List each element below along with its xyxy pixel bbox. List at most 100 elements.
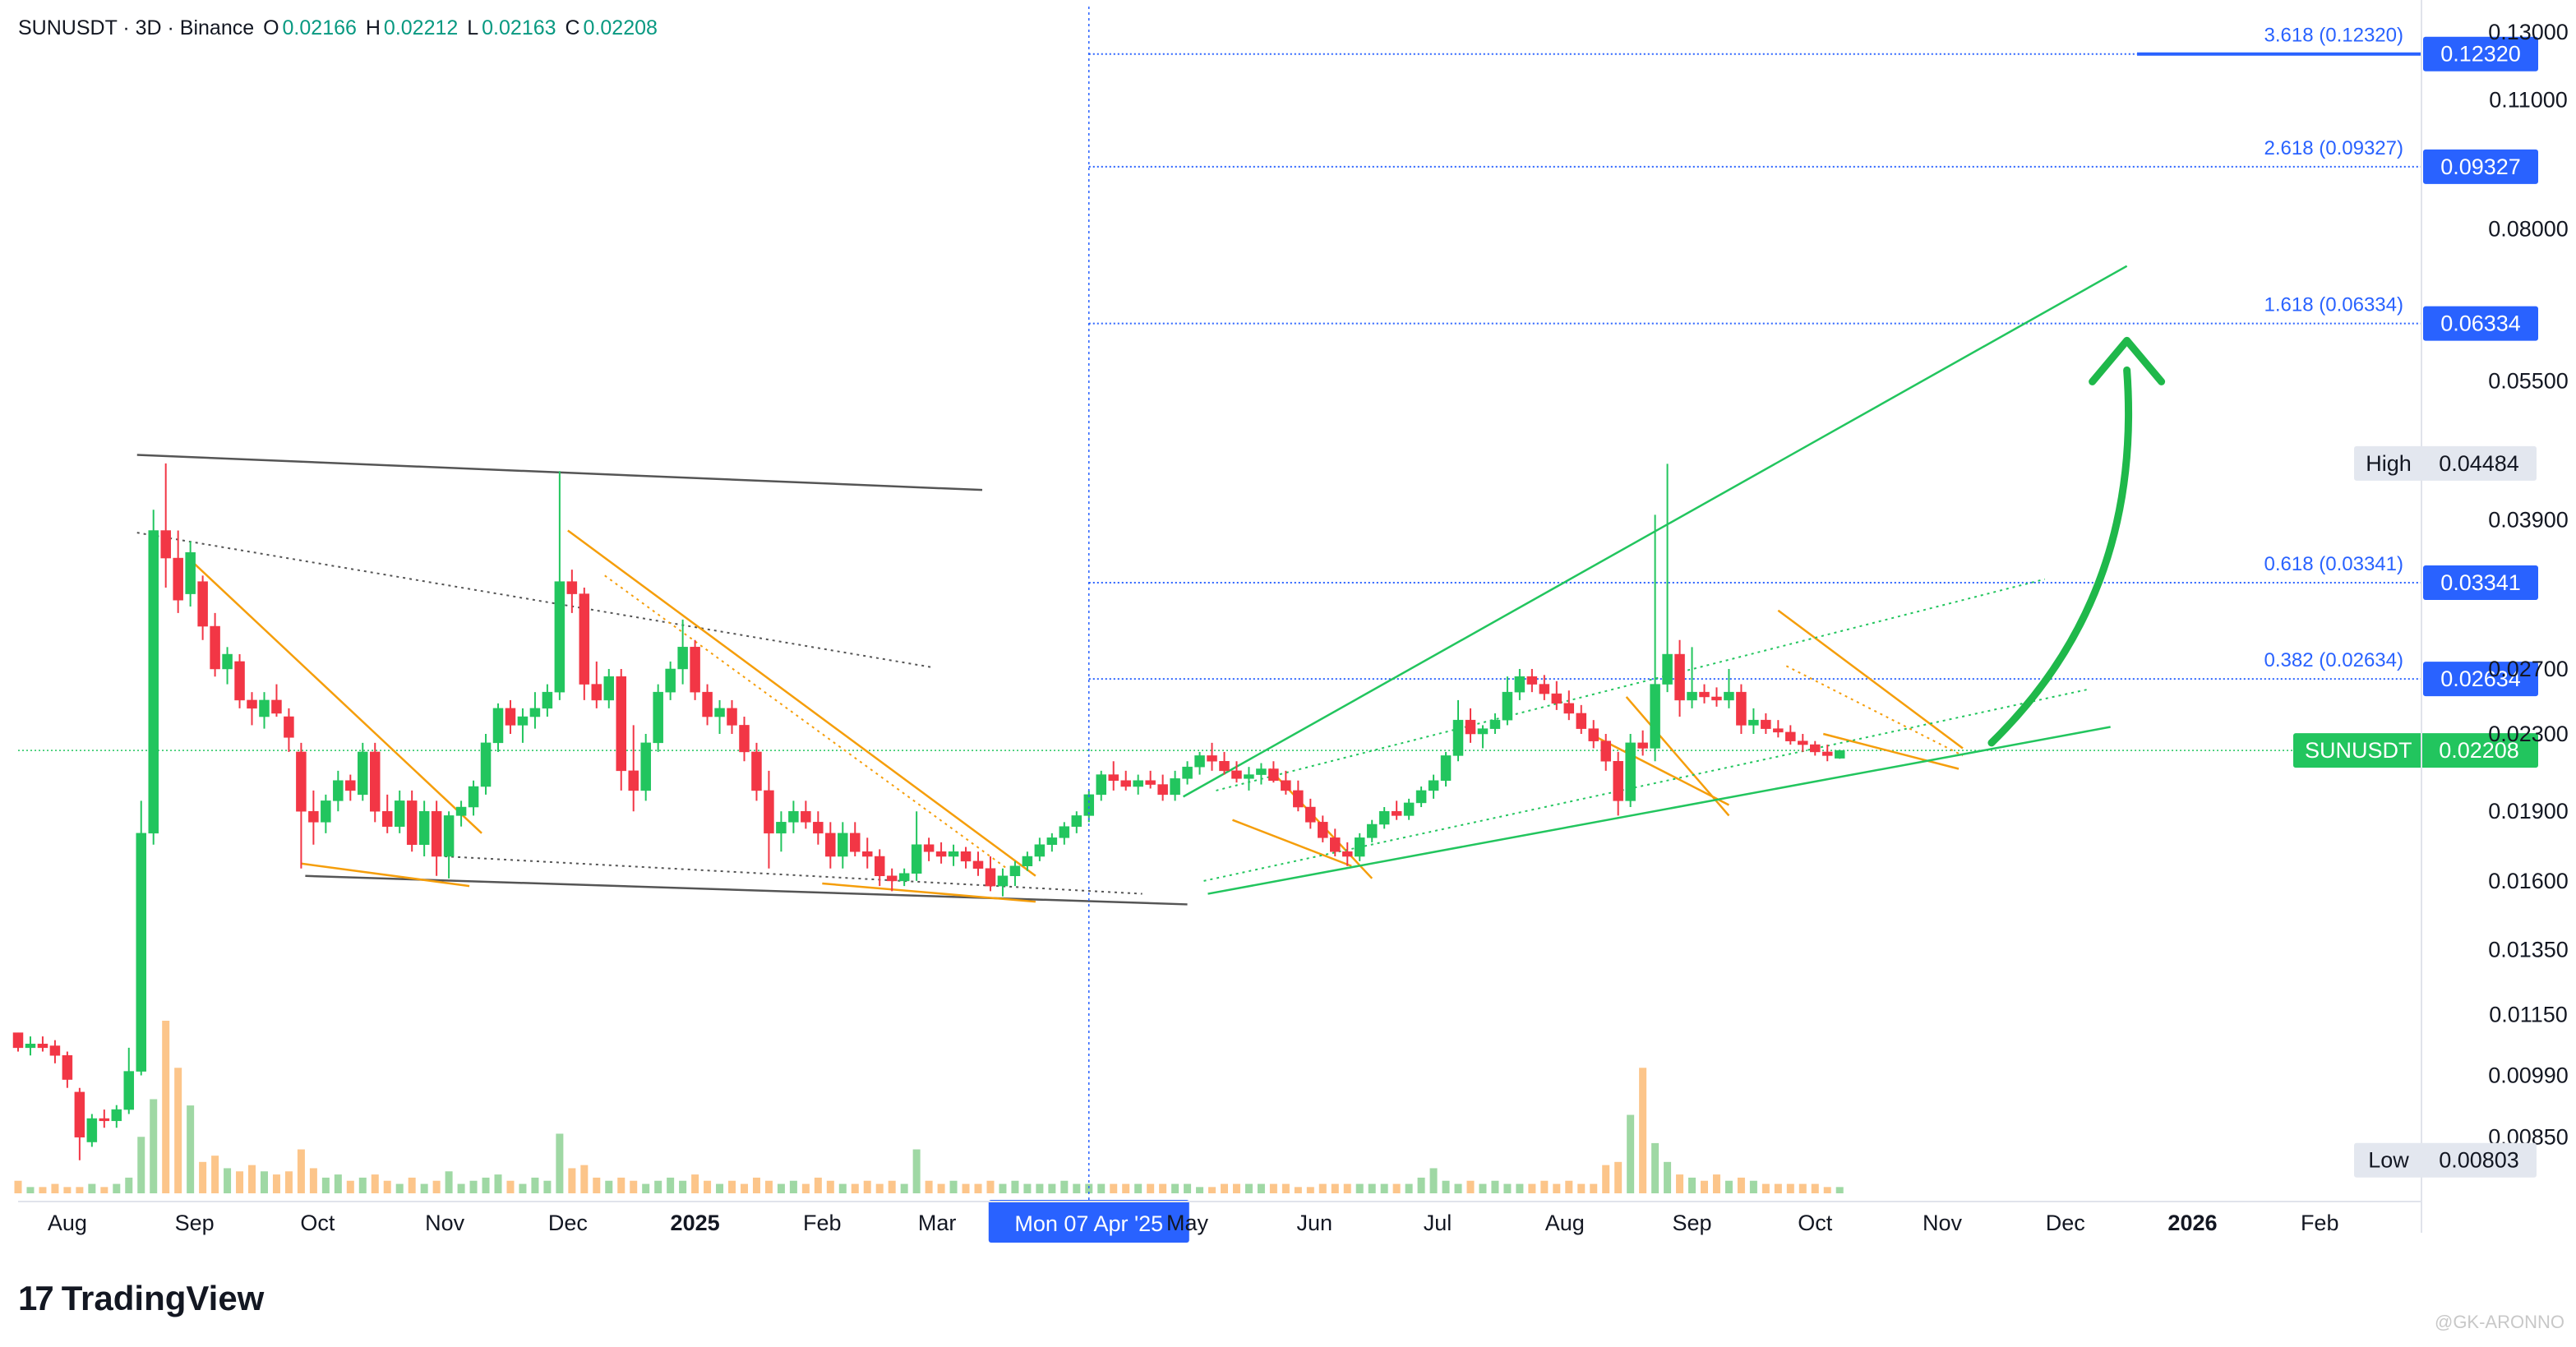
trendline-wedge — [193, 563, 482, 834]
trendline-wedge — [1593, 735, 1730, 806]
volume-bar — [482, 1177, 490, 1193]
trendline-channel_mid — [1216, 578, 2046, 791]
volume-bar — [752, 1177, 760, 1193]
volume-bar — [1639, 1068, 1647, 1193]
projection-arrow — [1987, 366, 2133, 747]
volume-bar — [432, 1180, 441, 1193]
candle-body — [1133, 780, 1143, 787]
candle-body — [271, 699, 282, 714]
volume-bar — [630, 1180, 638, 1193]
volume-bar — [137, 1137, 145, 1193]
tradingview-mark-icon: 17 — [18, 1279, 54, 1317]
candle-body — [1341, 851, 1353, 857]
low-label: L — [467, 16, 479, 39]
trendline-wedge — [604, 574, 1008, 870]
candle-body — [1318, 822, 1328, 838]
candle-body — [296, 751, 307, 812]
candle-body — [62, 1054, 73, 1080]
candle-body — [923, 844, 935, 852]
symbol-name[interactable]: SUNUSDT · 3D · Binance — [18, 16, 255, 39]
axes-layer: 0.13000 0.11000 0.08000 0.05500 0.03900 0.027… — [18, 0, 2569, 1235]
candle-body — [1009, 865, 1021, 877]
candle-body — [566, 581, 578, 594]
tradingview-logo[interactable]: 17 TradingView — [18, 1279, 264, 1318]
volume-bar — [506, 1180, 515, 1193]
volume-bar — [1823, 1187, 1831, 1193]
price-tick-label: 0.02300 — [2488, 722, 2569, 746]
volume-bar — [1479, 1183, 1487, 1193]
candle-body — [1724, 691, 1734, 701]
volume-bar — [925, 1180, 933, 1193]
volume-bar — [334, 1174, 342, 1193]
time-tick-label: Feb — [2301, 1211, 2339, 1235]
volume-bar — [1676, 1174, 1684, 1193]
volume-bar — [1798, 1183, 1807, 1193]
low-value: 0.00803 — [2439, 1148, 2519, 1173]
volume-bar — [1147, 1183, 1155, 1193]
candle-body — [431, 810, 442, 857]
candle-body — [1194, 755, 1205, 768]
candle-body — [1391, 810, 1402, 816]
candle-body — [284, 716, 294, 738]
candle-body — [1600, 740, 1611, 762]
candle-body — [1071, 815, 1083, 827]
candle-body — [1551, 693, 1563, 704]
candle-body — [1514, 676, 1526, 693]
volume-bar — [642, 1183, 650, 1193]
volume-bar — [986, 1180, 995, 1193]
candle-body — [99, 1118, 110, 1122]
close-value: 0.02208 — [583, 16, 658, 39]
volume-bar — [667, 1177, 675, 1193]
volume-bar — [1553, 1183, 1561, 1193]
volume-bar — [580, 1165, 589, 1193]
volume-bar — [1257, 1183, 1265, 1193]
candle-body — [702, 691, 713, 717]
trendline-channel_bottom — [1207, 726, 2111, 895]
high-value: 0.04484 — [2439, 451, 2519, 476]
high-label: High — [2366, 451, 2412, 476]
candle-body — [1268, 768, 1279, 781]
candle-body — [1650, 684, 1660, 749]
candle-body — [714, 708, 725, 717]
open-value: 0.02166 — [282, 16, 357, 39]
candle-body — [1687, 691, 1697, 701]
candle-body — [222, 653, 233, 670]
volume-bar — [284, 1171, 293, 1193]
volume-bar — [1196, 1187, 1204, 1193]
candle-body — [1810, 744, 1821, 753]
candle-body — [1378, 810, 1390, 825]
volume-bar — [1244, 1183, 1253, 1193]
volume-bar — [1355, 1183, 1364, 1193]
candle-body — [345, 780, 356, 791]
candle-body — [148, 530, 159, 834]
volume-bar — [1171, 1183, 1180, 1193]
candle-body — [776, 822, 787, 834]
fib-level-label: 2.618 (0.09327) — [2264, 137, 2403, 159]
candle-body — [492, 708, 504, 744]
candle-body — [1563, 703, 1575, 714]
volume-bar — [113, 1183, 121, 1193]
candle-body — [616, 676, 626, 772]
volume-bar — [321, 1177, 330, 1193]
volume-bar — [63, 1187, 72, 1193]
volume-bar — [875, 1183, 884, 1193]
volume-bar — [654, 1180, 662, 1193]
trendline-wedge — [567, 529, 1036, 877]
candle-body — [1022, 856, 1033, 867]
candle-body — [1157, 784, 1168, 796]
volume-bar — [740, 1183, 748, 1193]
volume-bar — [1220, 1183, 1228, 1193]
volume-bar — [224, 1168, 232, 1193]
volume-bar — [1318, 1183, 1327, 1193]
volume-bar — [1331, 1183, 1339, 1193]
volume-bar — [716, 1183, 724, 1193]
candle-body — [801, 810, 811, 823]
candle-body — [12, 1032, 24, 1049]
volume-bar — [1602, 1165, 1610, 1193]
volume-bar — [1281, 1183, 1290, 1193]
high-price-badge — [2354, 445, 2537, 481]
fib-price-badge-label: 0.06334 — [2440, 311, 2521, 336]
candle-body — [1354, 837, 1365, 857]
candle-body — [579, 593, 590, 685]
